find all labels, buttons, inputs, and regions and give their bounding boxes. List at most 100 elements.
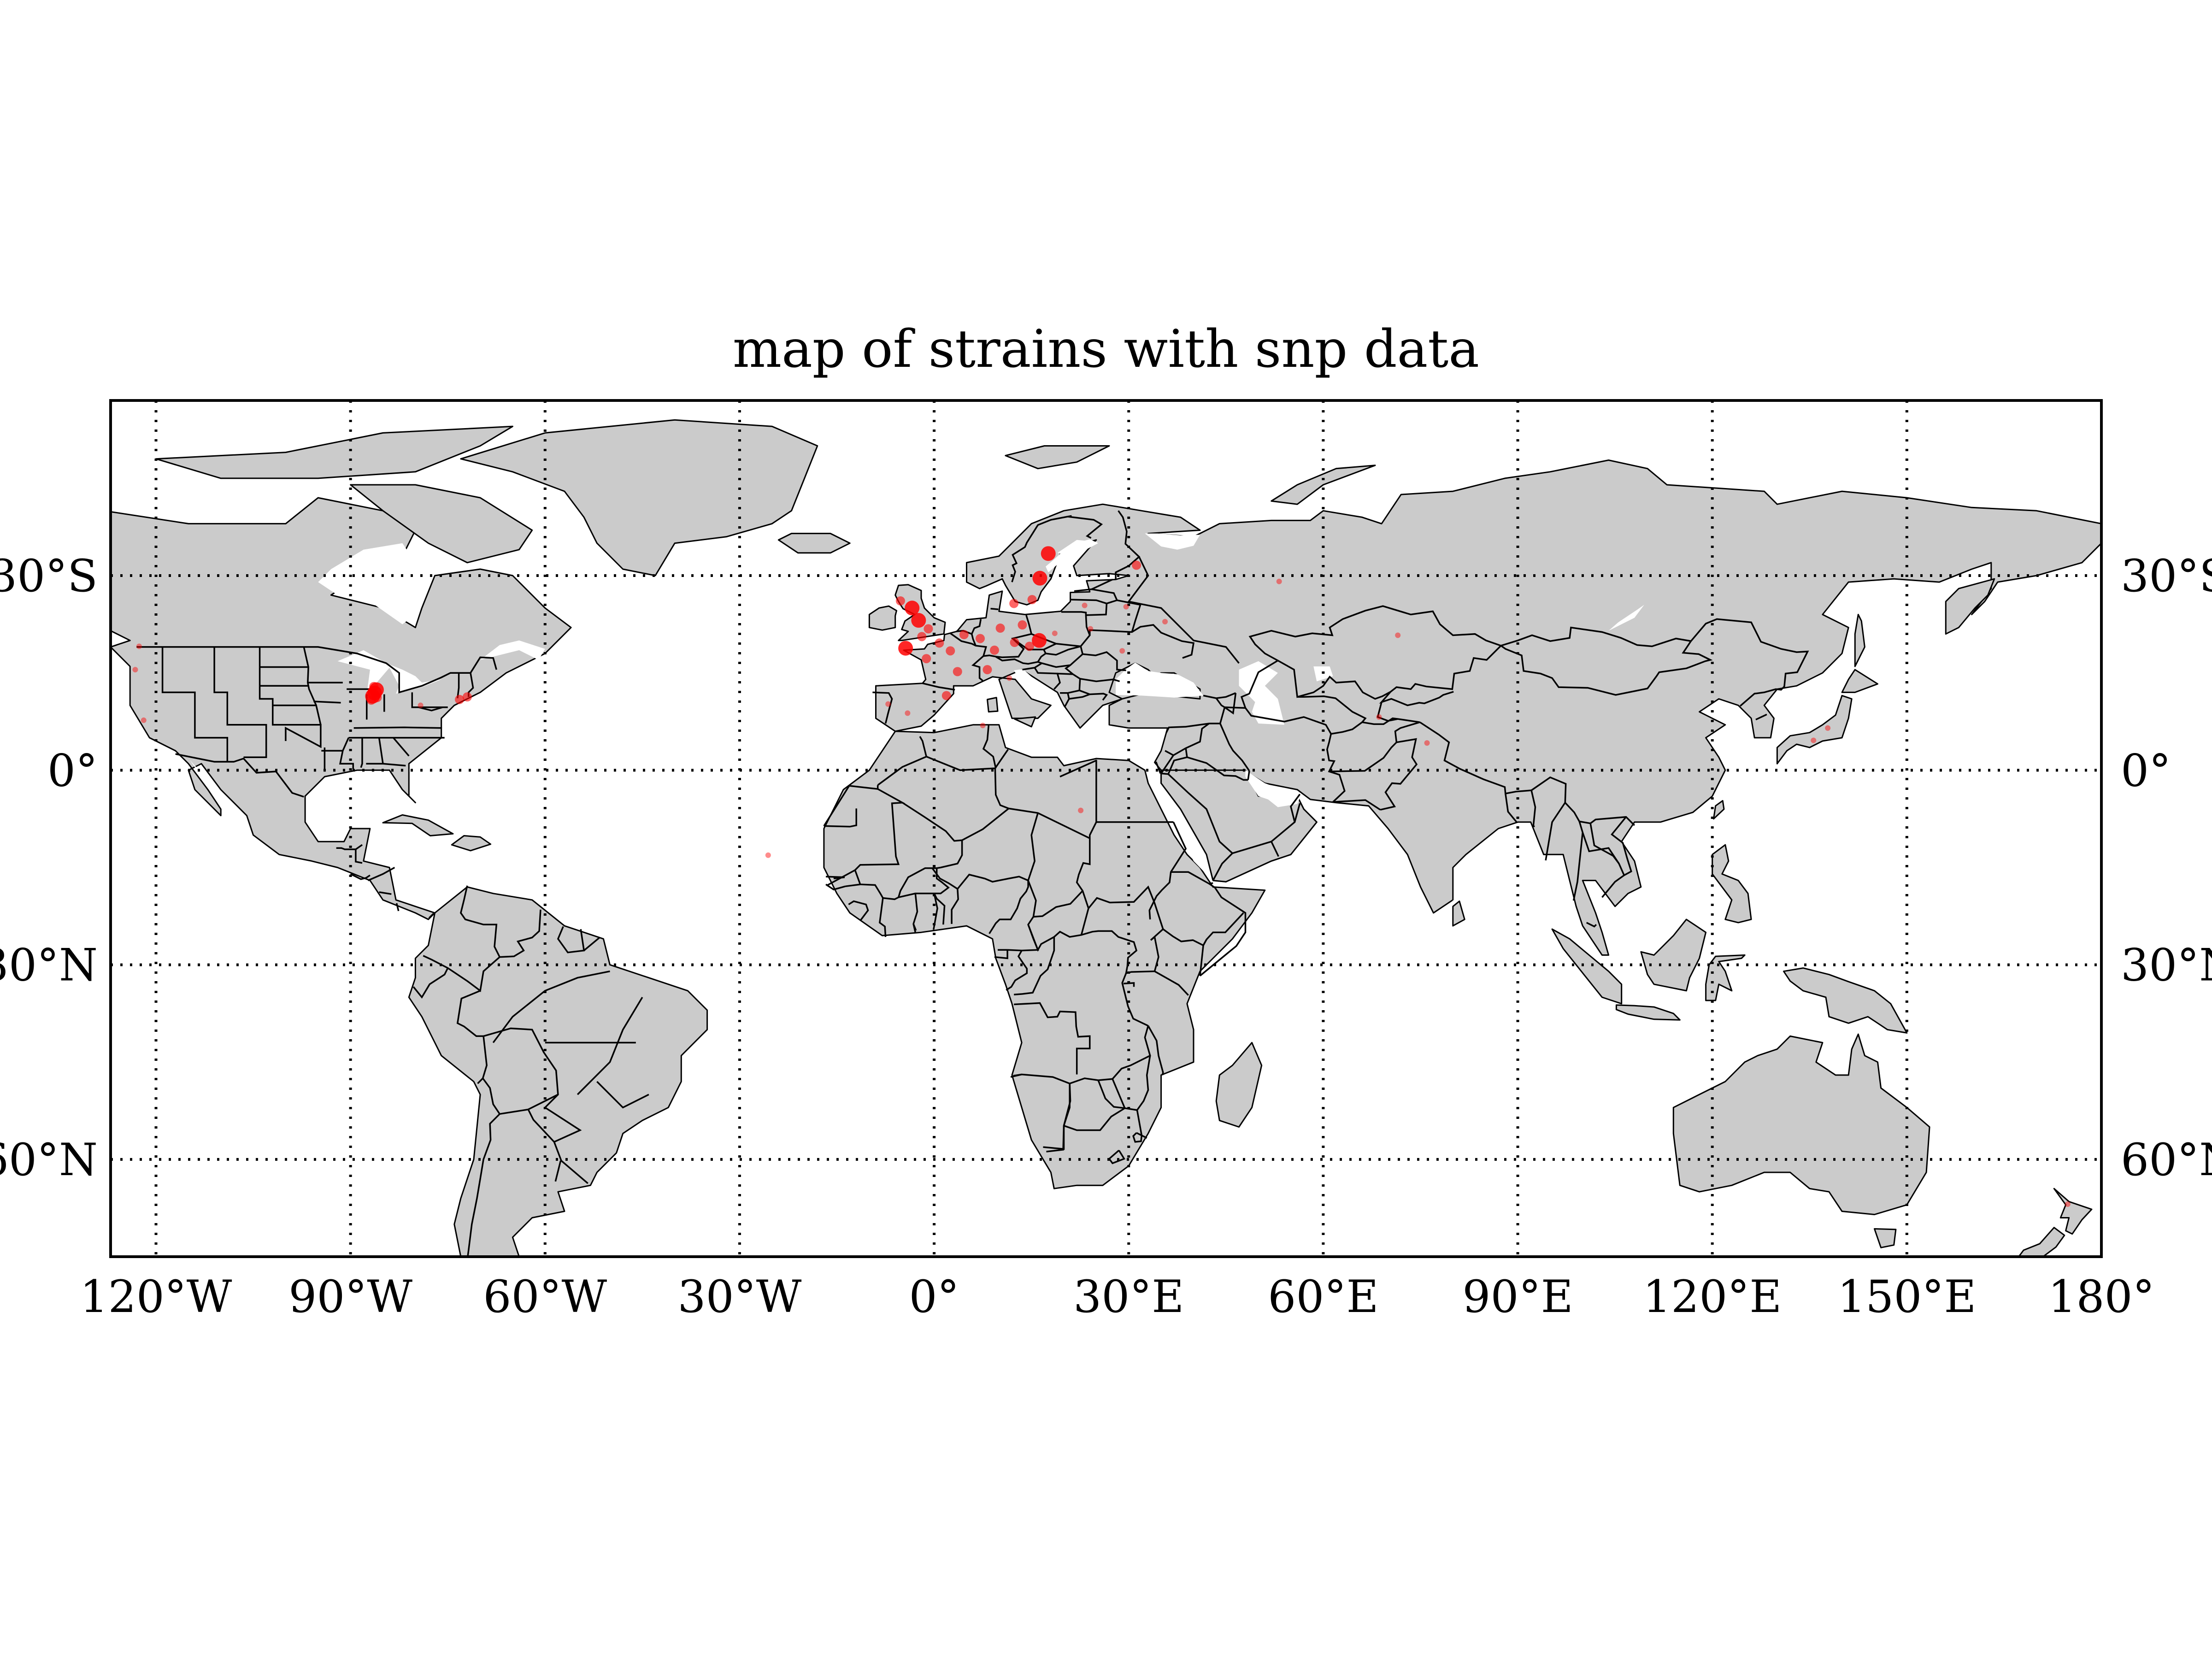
new-zealand-south-landmass	[2018, 1227, 2065, 1257]
tasmania-landmass	[1874, 1228, 1897, 1248]
border-line	[1097, 1080, 1125, 1109]
sumatra-landmass	[1551, 928, 1623, 1005]
border-line	[1155, 761, 1161, 774]
white-sea-water	[1145, 533, 1200, 550]
border-line	[1014, 1002, 1091, 1075]
madagascar-landmass	[1215, 1042, 1263, 1128]
strain-point	[1018, 620, 1027, 630]
bay-bengal-coast-water	[1452, 900, 1454, 905]
border-line	[1161, 756, 1188, 775]
border-line	[1115, 510, 1141, 579]
lat-label-right: 0°	[2121, 745, 2171, 796]
strain-point	[946, 646, 955, 656]
border-line	[912, 924, 917, 931]
border-line	[1079, 689, 1108, 701]
border-line	[554, 1160, 562, 1182]
border-line	[1380, 738, 1418, 811]
sardinia-landmass	[987, 697, 999, 713]
border-line	[1080, 908, 1089, 935]
border-line	[1297, 695, 1367, 723]
border-line	[350, 873, 371, 880]
border-line	[1010, 1073, 1022, 1078]
strain-point	[953, 667, 962, 677]
strain-point	[905, 710, 911, 716]
novaya-zemlya-landmass	[1271, 465, 1376, 505]
lon-label: 120°W	[80, 1271, 232, 1323]
border-line	[1154, 971, 1189, 996]
strain-point	[1009, 599, 1019, 608]
border-line	[1224, 706, 1346, 803]
strain-point	[1162, 618, 1168, 624]
border-line	[1059, 759, 1097, 777]
strain-point	[1027, 595, 1037, 605]
strain-points	[132, 546, 2071, 1207]
border-line	[1589, 823, 1620, 865]
border-line	[596, 1081, 649, 1109]
border-line	[1108, 1149, 1125, 1165]
border-line	[845, 883, 860, 888]
strain-point	[1078, 807, 1084, 813]
strain-point	[911, 613, 926, 628]
strain-point	[922, 654, 931, 664]
strain-point	[1119, 648, 1125, 654]
border-line	[872, 691, 893, 724]
strain-point	[1032, 571, 1047, 586]
border-line	[456, 990, 488, 1084]
border-line	[175, 753, 304, 798]
strain-point	[924, 624, 933, 634]
border-line	[492, 970, 610, 1043]
border-line	[1219, 723, 1250, 771]
south-america-landmass	[408, 886, 708, 1257]
strain-point	[1010, 638, 1019, 647]
sulawesi-landmass	[1705, 954, 1746, 1001]
border-line	[1545, 802, 1566, 861]
border-line	[393, 737, 410, 757]
lat-label-left: 60°N	[0, 1134, 98, 1186]
strain-point	[1052, 630, 1058, 636]
strain-point	[765, 852, 771, 858]
strain-point	[1395, 632, 1401, 638]
border-line	[1379, 691, 1454, 706]
border-line	[544, 1094, 588, 1184]
border-line	[1031, 611, 1091, 647]
strain-point	[917, 632, 927, 641]
japan-landmass	[1776, 694, 1853, 765]
land-layer	[111, 419, 2101, 1257]
black-sea-water	[1116, 662, 1204, 698]
border-line	[879, 898, 887, 937]
border-line	[527, 1109, 555, 1143]
strain-point	[136, 643, 142, 649]
strain-point	[1424, 740, 1430, 746]
border-line	[1505, 793, 1518, 824]
border-line	[500, 909, 541, 958]
border-line	[467, 1077, 501, 1257]
lat-label-right: 30°S	[2121, 550, 2212, 602]
caspian-sea-water	[1239, 661, 1284, 725]
border-line	[259, 647, 322, 748]
north-america-landmass	[111, 497, 572, 920]
border-line	[823, 785, 879, 827]
border-line	[1067, 515, 1103, 539]
border-line	[1160, 754, 1174, 774]
border-line	[825, 883, 846, 891]
lat-label-left: 30°N	[0, 940, 98, 991]
border-line	[1063, 1083, 1071, 1126]
australia-landmass	[1672, 1033, 1930, 1215]
border-line	[213, 647, 267, 758]
border-line	[1165, 723, 1210, 756]
border-line	[1690, 618, 1809, 707]
country-borders	[136, 510, 1809, 1257]
border-line	[379, 891, 392, 895]
border-line	[411, 692, 448, 708]
great-lakes-water	[337, 650, 441, 694]
border-line	[1240, 645, 1502, 708]
border-line	[557, 926, 585, 953]
sri-lanka-landmass	[1452, 900, 1465, 927]
border-line	[353, 726, 442, 729]
border-line	[898, 868, 950, 898]
kamchatka-fill-landmass	[1945, 578, 1995, 635]
border-line	[577, 997, 643, 1095]
svalbard-landmass	[1005, 445, 1110, 470]
